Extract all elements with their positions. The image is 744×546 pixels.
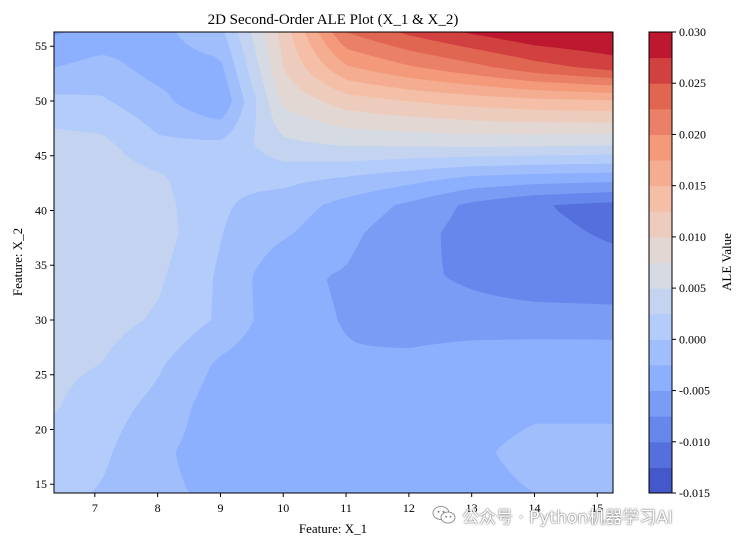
y-tick-label: 45 bbox=[35, 149, 47, 163]
plot-frame bbox=[53, 31, 614, 494]
colorbar-band-10 bbox=[649, 211, 672, 238]
y-tick-label: 55 bbox=[35, 39, 47, 53]
contour-band-3 bbox=[54, 32, 613, 349]
colorbar-tick-label: 0.025 bbox=[679, 76, 706, 90]
colorbar-band-2 bbox=[649, 416, 672, 443]
x-tick-label: 11 bbox=[340, 501, 352, 515]
colorbar-band-7 bbox=[649, 288, 672, 315]
wechat-icon bbox=[432, 506, 456, 524]
colorbar-band-16 bbox=[649, 57, 672, 84]
y-tick-label: 15 bbox=[35, 477, 47, 491]
colorbar-band-4 bbox=[649, 364, 672, 392]
colorbar-band-8 bbox=[649, 262, 672, 289]
y-tick-label: 35 bbox=[35, 258, 47, 272]
x-tick-label: 14 bbox=[528, 501, 540, 515]
x-axis-ticks: 7 8 9 10 11 12 13 14 15 bbox=[92, 493, 603, 515]
y-tick-label: 25 bbox=[35, 368, 47, 382]
colorbar-band-3 bbox=[649, 390, 672, 417]
colorbar-tick-label: 0.020 bbox=[679, 127, 706, 141]
x-tick-label: 7 bbox=[92, 501, 98, 515]
colorbar-band-6 bbox=[649, 313, 672, 340]
colorbar-tick-label: -0.010 bbox=[679, 435, 710, 449]
colorbar bbox=[649, 32, 672, 494]
x-tick-label: 13 bbox=[466, 501, 478, 515]
colorbar-ticks: -0.015 -0.010 -0.005 0.000 0.005 0.010 0.015 0.… bbox=[672, 25, 710, 500]
y-axis-label: Feature: X_2 bbox=[10, 228, 25, 296]
colorbar-band-17 bbox=[649, 32, 672, 59]
watermark-text: 公众号 · Python机器学习AI bbox=[462, 507, 673, 528]
colorbar-band-12 bbox=[649, 160, 672, 187]
colorbar-band-0 bbox=[649, 467, 672, 494]
colorbar-label: ALE Value bbox=[719, 233, 734, 291]
colorbar-frame bbox=[648, 31, 673, 494]
colorbar-tick-label: 0.015 bbox=[679, 179, 706, 193]
y-tick-label: 40 bbox=[35, 203, 47, 217]
x-tick-label: 8 bbox=[155, 501, 161, 515]
colorbar-tick-label: 0.000 bbox=[679, 332, 706, 346]
y-axis-ticks: 15 20 25 30 35 40 45 50 55 bbox=[35, 39, 54, 491]
colorbar-band-13 bbox=[649, 134, 672, 161]
x-tick-label: 12 bbox=[403, 501, 415, 515]
contour-fill-layer bbox=[54, 32, 613, 493]
colorbar-band-5 bbox=[649, 339, 672, 366]
colorbar-band-11 bbox=[649, 185, 672, 212]
x-tick-label: 10 bbox=[277, 501, 289, 515]
y-tick-label: 20 bbox=[35, 422, 47, 436]
x-tick-label: 15 bbox=[591, 501, 603, 515]
y-tick-label: 50 bbox=[35, 94, 47, 108]
colorbar-band-14 bbox=[649, 108, 672, 135]
colorbar-tick-label: -0.005 bbox=[679, 384, 710, 398]
colorbar-tick-label: 0.030 bbox=[679, 25, 706, 39]
x-tick-label: 9 bbox=[217, 501, 223, 515]
colorbar-tick-label: 0.010 bbox=[679, 230, 706, 244]
colorbar-band-9 bbox=[649, 236, 672, 263]
watermark: 公众号 · Python机器学习AI bbox=[432, 502, 673, 528]
colorbar-band-15 bbox=[649, 83, 672, 110]
colorbar-tick-label: -0.015 bbox=[679, 486, 710, 500]
colorbar-tick-label: 0.005 bbox=[679, 281, 706, 295]
x-axis-label: Feature: X_1 bbox=[299, 521, 367, 536]
colorbar-band-1 bbox=[649, 441, 672, 468]
chart-title: 2D Second-Order ALE Plot (X_1 & X_2) bbox=[208, 12, 459, 28]
y-tick-label: 30 bbox=[35, 313, 47, 327]
